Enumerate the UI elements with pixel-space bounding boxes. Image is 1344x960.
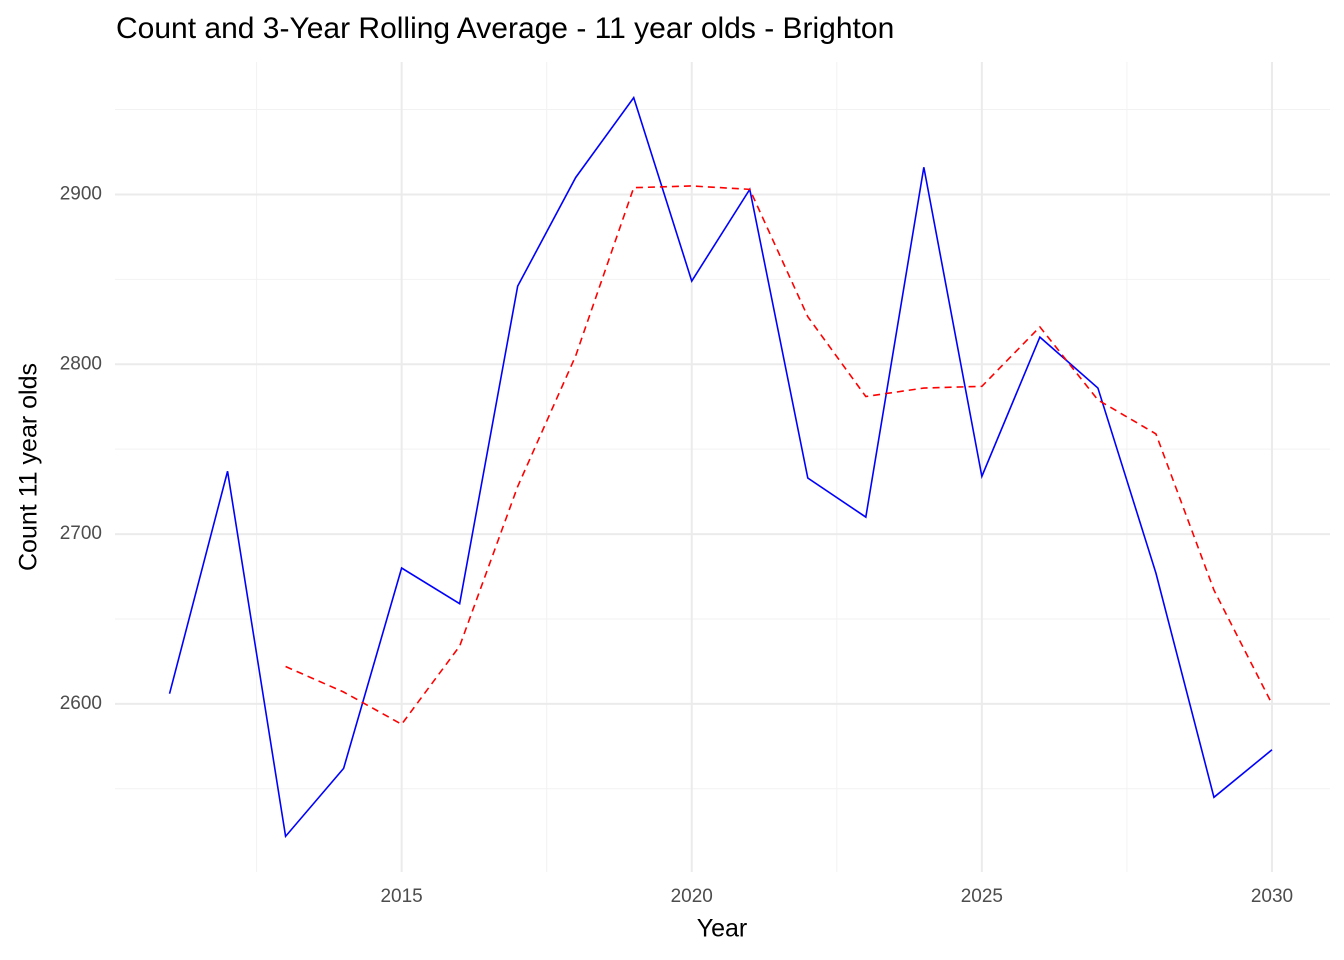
y-axis-title: Count 11 year olds [15,363,43,571]
y-tick-label: 2900 [60,183,102,204]
y-tick-label: 2600 [60,693,102,714]
x-axis-title: Year [697,915,748,943]
x-tick-label: 2020 [671,886,713,907]
x-tick-label: 2025 [961,886,1003,907]
x-tick-label: 2015 [380,886,422,907]
x-tick-label: 2030 [1251,886,1293,907]
data-line [168,95,1273,839]
data-line [285,185,1273,726]
y-tick-label: 2700 [60,523,102,544]
chart-title: Count and 3-Year Rolling Average - 11 ye… [116,12,894,45]
y-tick-label: 2800 [60,353,102,374]
